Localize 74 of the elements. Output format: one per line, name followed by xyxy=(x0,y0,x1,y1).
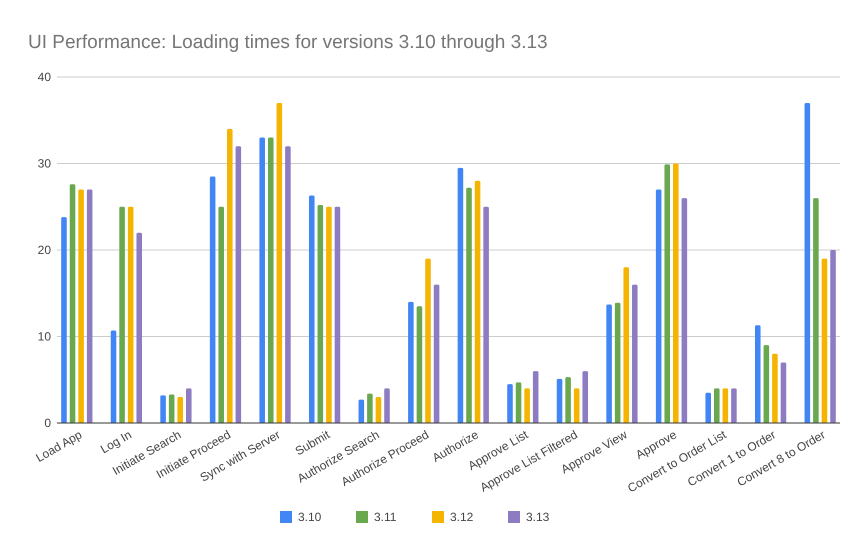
bar xyxy=(656,189,662,423)
bar xyxy=(764,345,770,423)
bar xyxy=(466,188,472,423)
bar xyxy=(731,388,737,423)
y-tick-label: 20 xyxy=(38,243,52,258)
bar xyxy=(632,284,638,423)
bar xyxy=(434,284,440,423)
bar xyxy=(210,176,216,423)
bar xyxy=(556,378,562,423)
bar xyxy=(582,371,588,423)
bar xyxy=(186,388,192,423)
bar xyxy=(268,138,274,423)
bar xyxy=(574,388,580,423)
bar xyxy=(804,102,810,423)
bar xyxy=(259,138,265,423)
bar xyxy=(119,206,125,423)
bar xyxy=(722,388,728,423)
bar xyxy=(358,400,364,423)
legend-label: 3.12 xyxy=(450,510,474,524)
bar xyxy=(606,304,612,423)
bar xyxy=(822,258,828,423)
bar xyxy=(524,388,530,423)
bar xyxy=(318,205,324,423)
bar xyxy=(673,164,679,423)
bar xyxy=(128,206,134,423)
bar xyxy=(483,206,489,423)
bar xyxy=(168,394,174,423)
bar xyxy=(664,164,670,423)
bar xyxy=(376,397,382,423)
legend-label: 3.13 xyxy=(526,510,550,524)
bar xyxy=(408,302,414,423)
bar xyxy=(474,180,480,423)
bar xyxy=(516,382,522,423)
bar xyxy=(367,394,373,423)
legend-label: 3.11 xyxy=(374,510,397,524)
bar xyxy=(780,362,786,423)
bar xyxy=(226,128,233,423)
bar xyxy=(772,354,778,423)
bar xyxy=(334,206,340,423)
y-tick-label: 40 xyxy=(38,70,52,84)
bar xyxy=(136,232,142,423)
bar xyxy=(813,198,819,423)
bar xyxy=(384,388,390,423)
bar xyxy=(78,189,84,423)
bar xyxy=(61,217,67,423)
bar xyxy=(458,168,464,423)
chart-title: UI Performance: Loading times for versions 3.10 through 3.13 xyxy=(28,32,548,53)
bar xyxy=(276,102,282,423)
bar xyxy=(416,306,422,423)
y-tick-label: 10 xyxy=(38,330,52,344)
legend-label: 3.10 xyxy=(298,510,322,524)
bar xyxy=(754,325,761,423)
bar xyxy=(714,388,720,423)
bar xyxy=(285,146,291,423)
bar xyxy=(308,196,315,423)
bar xyxy=(326,206,332,423)
bar xyxy=(236,146,242,423)
x-tick-label: Log In xyxy=(98,427,134,456)
bar xyxy=(614,302,620,423)
bar xyxy=(705,392,711,423)
bar xyxy=(110,330,116,423)
bar xyxy=(682,198,688,423)
bar xyxy=(425,258,431,423)
bar xyxy=(86,189,92,423)
bar xyxy=(623,267,630,423)
y-tick-label: 30 xyxy=(38,156,52,171)
bar xyxy=(177,397,184,423)
bar xyxy=(830,250,836,423)
bar xyxy=(70,184,76,423)
bar xyxy=(218,206,224,423)
bar xyxy=(507,384,513,423)
bar xyxy=(532,371,538,423)
bar xyxy=(160,395,166,423)
bar xyxy=(565,377,571,423)
